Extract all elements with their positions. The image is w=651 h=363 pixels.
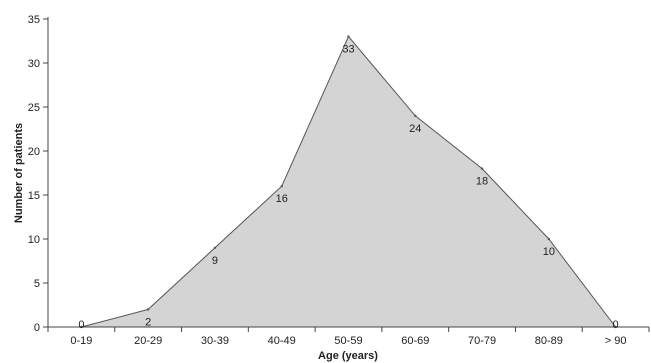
x-tick-label: 50-59	[334, 335, 362, 347]
data-labels: 0 2 9 16 33 24 18 10 0	[78, 44, 618, 331]
data-point	[480, 167, 484, 170]
data-point	[414, 114, 417, 118]
y-tick-label: 10	[28, 234, 40, 246]
x-tick-label: 0-19	[70, 335, 92, 347]
area-fill	[81, 36, 616, 327]
x-tick-label: 20-29	[134, 335, 162, 347]
data-point	[280, 185, 283, 188]
y-axis-title: Number of patients	[13, 123, 25, 223]
data-label: 24	[409, 123, 421, 135]
data-label: 2	[145, 316, 151, 328]
x-tick-label: 60-69	[401, 335, 429, 347]
data-label: 9	[212, 255, 218, 267]
data-point	[547, 237, 551, 241]
data-point	[347, 35, 350, 38]
x-axis-title: Age (years)	[318, 350, 378, 362]
data-label: 33	[342, 44, 354, 56]
data-label: 10	[543, 246, 555, 258]
x-tick-label: > 90	[605, 335, 627, 347]
data-label: 0	[78, 319, 84, 331]
y-tick-label: 35	[28, 14, 40, 26]
y-tick-label: 15	[28, 190, 40, 202]
data-point	[213, 246, 217, 249]
data-label: 16	[276, 193, 288, 205]
x-tick-label: 80-89	[535, 335, 563, 347]
x-tick-label: 40-49	[268, 335, 296, 347]
data-point	[146, 308, 150, 311]
area-layer	[80, 35, 617, 329]
x-tick-label: 30-39	[201, 335, 229, 347]
x-tick-label: 70-79	[468, 335, 496, 347]
y-tick-label: 20	[28, 146, 40, 158]
y-tick-label: 25	[28, 102, 40, 114]
y-tick-label: 0	[34, 322, 40, 334]
y-tick-label: 30	[28, 58, 40, 70]
data-label: 18	[476, 176, 488, 188]
y-tick-label: 5	[34, 278, 40, 290]
data-label: 0	[613, 319, 619, 331]
